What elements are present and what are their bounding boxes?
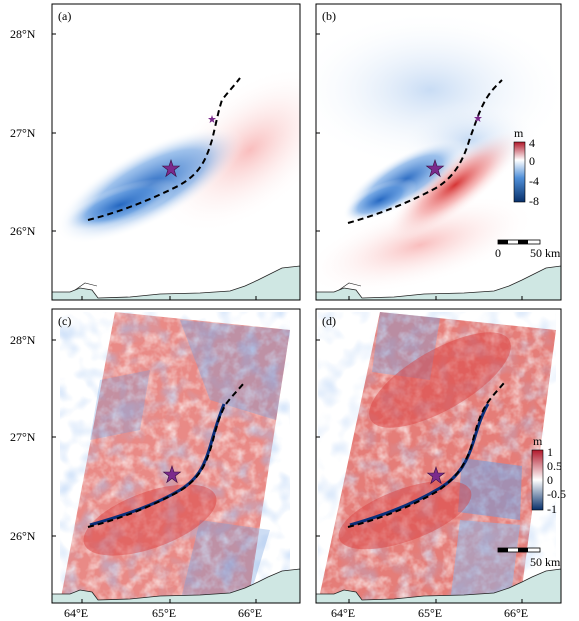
panel-d-frame — [315, 308, 562, 604]
star-icon — [474, 114, 482, 122]
coastline — [316, 265, 561, 300]
star-icon — [426, 466, 446, 485]
lon-label: 66°E — [504, 606, 528, 620]
lat-label: 28°N — [10, 27, 36, 41]
colorbar-tick: 1 — [547, 445, 553, 459]
star-icon — [162, 465, 182, 484]
panel-b — [316, 4, 561, 300]
colorbar-tick: -4 — [529, 174, 539, 188]
colorbar-tick: 0 — [529, 154, 535, 168]
lat-label: 27°N — [10, 430, 36, 444]
star-icon — [208, 115, 216, 123]
panel-d — [316, 309, 561, 603]
scalebar-b: 0 50 km — [495, 239, 561, 260]
lat-axis-top: 28°N 27°N 26°N — [10, 27, 320, 238]
colorbar-unit: m — [514, 126, 524, 140]
colorbar-unit: m — [533, 434, 543, 448]
colorbar-insar: m 1 0.5 0 -0.5 -1 — [531, 434, 566, 516]
lon-axis: 64°E 65°E 66°E 64°E 65°E 66°E — [64, 296, 528, 620]
panel-label-c: (c) — [58, 314, 71, 328]
panel-a — [52, 4, 300, 300]
colorbar-tick: -8 — [529, 194, 539, 208]
lat-label: 28°N — [10, 333, 36, 347]
coastline — [52, 265, 300, 300]
panel-label-b: (b) — [322, 9, 336, 23]
lon-label: 66°E — [238, 606, 262, 620]
lat-label: 27°N — [10, 126, 36, 140]
colorbar-tick: -0.5 — [547, 487, 566, 501]
scalebar-distance: 50 km — [530, 555, 561, 569]
lat-axis-bottom: 28°N 27°N 26°N — [10, 333, 320, 543]
star-icon — [425, 159, 445, 178]
lon-label: 64°E — [331, 606, 355, 620]
colorbar-tick: 4 — [529, 136, 535, 150]
lat-label: 26°N — [10, 224, 36, 238]
lon-label: 65°E — [418, 606, 442, 620]
star-icon — [161, 159, 181, 178]
coastline — [52, 568, 300, 603]
lon-label: 65°E — [152, 606, 176, 620]
scalebar-d: 50 km — [497, 547, 561, 569]
lat-label: 26°N — [10, 529, 36, 543]
coastline — [316, 568, 561, 603]
scalebar-zero: 0 — [495, 246, 501, 260]
colorbar-tick: 0 — [547, 473, 553, 487]
panel-label-d: (d) — [322, 314, 336, 328]
panel-b-frame — [315, 3, 562, 301]
colorbar-tick: -1 — [547, 502, 557, 516]
colorbar-model: m 4 0 -4 -8 — [513, 126, 539, 208]
panel-c-frame — [51, 308, 301, 604]
fault-trace — [87, 77, 241, 221]
colorbar-tick: 0.5 — [547, 459, 562, 473]
panel-a-frame — [51, 3, 301, 301]
panel-label-a: (a) — [58, 9, 71, 23]
lon-label: 64°E — [64, 606, 88, 620]
scalebar-distance: 50 km — [530, 246, 561, 260]
panel-c — [52, 309, 300, 603]
